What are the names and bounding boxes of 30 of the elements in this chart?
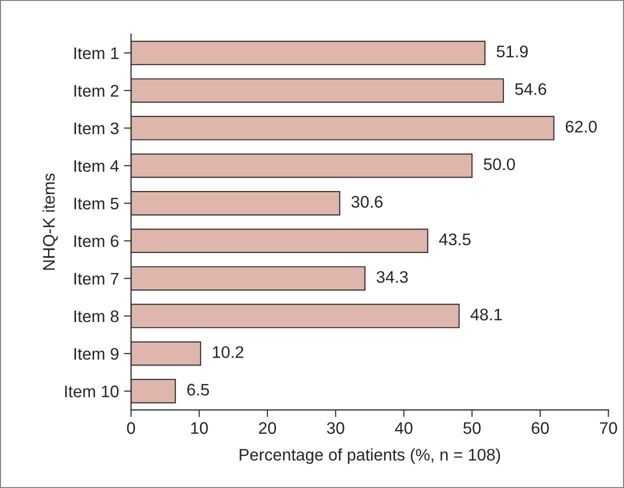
y-tick-label: Item 4 xyxy=(74,160,119,172)
data-label: 50.0 xyxy=(484,158,515,170)
data-label: 48.1 xyxy=(470,308,502,320)
x-tick-label: 10 xyxy=(191,422,208,434)
x-tick-label: 70 xyxy=(600,422,618,434)
x-tick-label: 30 xyxy=(326,422,344,434)
x-tick-label: 50 xyxy=(463,422,481,434)
y-tick-label: Item 10 xyxy=(65,386,119,398)
data-label: 62.0 xyxy=(566,120,597,133)
y-tick-label: Item 7 xyxy=(74,272,118,285)
y-tick-label: Item 8 xyxy=(74,310,119,322)
x-tick-label: 20 xyxy=(259,422,276,434)
y-axis-title: NHQ-K items xyxy=(42,174,58,270)
data-label: 43.5 xyxy=(439,234,471,246)
y-tick-label: Item 1 xyxy=(74,48,118,60)
x-tick-label: 0 xyxy=(127,422,136,434)
data-label: 34.3 xyxy=(376,271,408,283)
x-tick-label: 40 xyxy=(394,422,412,434)
y-tick-label: Item 6 xyxy=(74,235,119,248)
x-tick-label: 60 xyxy=(532,422,549,434)
data-label: 6.5 xyxy=(187,384,209,396)
y-tick-label: Item 2 xyxy=(74,84,118,97)
data-label: 54.6 xyxy=(515,83,546,95)
x-axis-title: Percentage of patients (%, n = 108) xyxy=(240,448,500,464)
data-label: 30.6 xyxy=(351,196,383,208)
data-label: 51.9 xyxy=(496,46,528,58)
data-label: 10.2 xyxy=(212,346,244,358)
y-tick-label: Item 9 xyxy=(74,348,118,360)
y-tick-label: Item 3 xyxy=(74,122,119,134)
y-tick-label: Item 5 xyxy=(74,198,119,210)
